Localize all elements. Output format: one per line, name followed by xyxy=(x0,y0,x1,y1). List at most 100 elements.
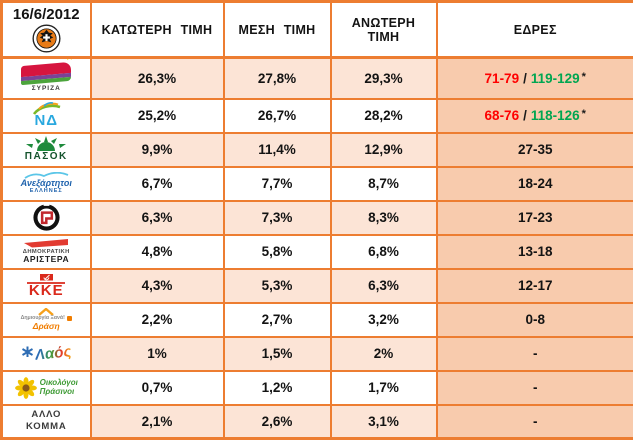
upper-value-cell: 1,7% xyxy=(331,371,437,405)
lower-value-cell: 25,2% xyxy=(91,99,224,133)
seats-cell: - xyxy=(437,337,633,371)
seats-separator: / xyxy=(519,108,531,123)
mean-value-cell: 1,5% xyxy=(224,337,331,371)
pasok-sun-icon xyxy=(23,136,69,151)
seats-footnote-asterisk: * xyxy=(580,71,586,83)
party-label: ΠΑΣΟΚ xyxy=(25,152,68,163)
pollster-emblem-icon xyxy=(32,24,61,53)
party-sublabel: Πράσινοι xyxy=(40,388,78,397)
seats-cell: 71-79/119-129* xyxy=(437,58,633,99)
lower-value-cell: 6,7% xyxy=(91,167,224,201)
upper-value-cell: 8,7% xyxy=(331,167,437,201)
col-header-upper: ΑΝΩΤΕΡΗ ΤΙΜΗ xyxy=(331,2,437,58)
table-row-kke: ΚΚΕ 4,3% 5,3% 6,3% 12-17 xyxy=(2,269,633,303)
party-sublabel: Δράση xyxy=(33,322,60,331)
party-sublabel: ΚΟΜΜΑ xyxy=(26,421,67,433)
col-header-lower: ΚΑΤΩΤΕΡΗ ΤΙΜΗ xyxy=(91,2,224,58)
lower-value-cell: 9,9% xyxy=(91,133,224,167)
party-label: Λαός xyxy=(34,344,72,363)
dimar-red-ribbon-icon xyxy=(24,239,68,248)
table-row-allo-komma: ΑΛΛΟ ΚΟΜΜΑ 2,1% 2,6% 3,1% - xyxy=(2,405,633,439)
mean-value-cell: 1,2% xyxy=(224,371,331,405)
lower-value-cell: 6,3% xyxy=(91,201,224,235)
party-logo-cell xyxy=(2,201,91,235)
table-row-nd: ΝΔ 25,2% 26,7% 28,2% 68-76/118-126* xyxy=(2,99,633,133)
seats-range-primary: 68-76 xyxy=(485,108,520,123)
lower-value-cell: 4,8% xyxy=(91,235,224,269)
party-logo-cell: Οικολόγοι Πράσινοι xyxy=(2,371,91,405)
party-logo-cell: ΚΚΕ xyxy=(2,269,91,303)
party-logo-cell: Δημιουργία Ξανά! Δράση xyxy=(2,303,91,337)
blue-star-icon xyxy=(22,346,33,358)
party-label: ΚΚΕ xyxy=(29,283,64,299)
seats-cell: 12-17 xyxy=(437,269,633,303)
upper-value-cell: 3,2% xyxy=(331,303,437,337)
lower-value-cell: 26,3% xyxy=(91,58,224,99)
table-row-laos: Λαός 1% 1,5% 2% - xyxy=(2,337,633,371)
upper-value-cell: 6,3% xyxy=(331,269,437,303)
party-logo-cell: ★ ΣΥΡΙΖΑ xyxy=(2,58,91,99)
party-sublabel: ΕΛΛΗΝΕΣ xyxy=(30,189,63,195)
col-header-mean: ΜΕΣΗ ΤΙΜΗ xyxy=(224,2,331,58)
party-logo-cell: Ανεξάρτητοι ΕΛΛΗΝΕΣ xyxy=(2,167,91,201)
party-logo-cell: ΑΛΛΟ ΚΟΜΜΑ xyxy=(2,405,91,439)
seats-cell: - xyxy=(437,405,633,439)
mean-value-cell: 2,6% xyxy=(224,405,331,439)
mean-value-cell: 11,4% xyxy=(224,133,331,167)
lower-value-cell: 2,1% xyxy=(91,405,224,439)
seats-cell: 17-23 xyxy=(437,201,633,235)
table-row-oikologoi-prasinoi: Οικολόγοι Πράσινοι 0,7% 1,2% 1,7% - xyxy=(2,371,633,405)
sunflower-icon xyxy=(15,377,37,399)
seats-cell: - xyxy=(437,371,633,405)
seats-range-secondary: 118-126 xyxy=(531,108,580,123)
mean-value-cell: 7,3% xyxy=(224,201,331,235)
col-header-seats: ΕΔΡΕΣ xyxy=(437,2,633,58)
lower-value-cell: 2,2% xyxy=(91,303,224,337)
lower-value-cell: 4,3% xyxy=(91,269,224,303)
mean-value-cell: 26,7% xyxy=(224,99,331,133)
table-row-dimiourgia-xana: Δημιουργία Ξανά! Δράση 2,2% 2,7% 3,2% 0-… xyxy=(2,303,633,337)
seats-cell: 27-35 xyxy=(437,133,633,167)
mean-value-cell: 5,8% xyxy=(224,235,331,269)
party-label: Ανεξάρτητοι xyxy=(21,179,72,188)
seats-cell: 13-18 xyxy=(437,235,633,269)
seats-cell: 68-76/118-126* xyxy=(437,99,633,133)
seats-range-primary: 71-79 xyxy=(485,71,520,86)
lower-value-cell: 1% xyxy=(91,337,224,371)
party-label: ΣΥΡΙΖΑ xyxy=(32,86,61,93)
lower-value-cell: 0,7% xyxy=(91,371,224,405)
table-row-xrysi-avgi: 6,3% 7,3% 8,3% 17-23 xyxy=(2,201,633,235)
upper-value-cell: 8,3% xyxy=(331,201,437,235)
upper-value-cell: 28,2% xyxy=(331,99,437,133)
upper-value-cell: 6,8% xyxy=(331,235,437,269)
table-row-pasok: ΠΑΣΟΚ 9,9% 11,4% 12,9% 27-35 xyxy=(2,133,633,167)
header-row: 16/6/2012 ΚΑΤΩΤΕΡΗ ΤΙΜΗ ΜΕΣΗ ΤΙΜΗ ΑΝΩΤΕΡ… xyxy=(2,2,633,58)
seats-cell: 18-24 xyxy=(437,167,633,201)
party-logo-cell: ΝΔ xyxy=(2,99,91,133)
upper-value-cell: 3,1% xyxy=(331,405,437,439)
upper-value-cell: 12,9% xyxy=(331,133,437,167)
party-logo-cell: ΔΗΜΟΚΡΑΤΙΚΗ ΑΡΙΣΤΕΡΑ xyxy=(2,235,91,269)
date-and-logo-cell: 16/6/2012 xyxy=(2,2,91,58)
mean-value-cell: 2,7% xyxy=(224,303,331,337)
syriza-flag-icon: ★ xyxy=(21,62,71,85)
party-logo-cell: ΠΑΣΟΚ xyxy=(2,133,91,167)
seats-footnote-asterisk: * xyxy=(580,108,586,120)
table-row-syriza: ★ ΣΥΡΙΖΑ 26,3% 27,8% 29,3% 71-79/119-129… xyxy=(2,58,633,99)
party-label: ΝΔ xyxy=(34,113,58,129)
seats-cell: 0-8 xyxy=(437,303,633,337)
poll-date: 16/6/2012 xyxy=(13,6,80,23)
upper-value-cell: 2% xyxy=(331,337,437,371)
star-icon: ★ xyxy=(65,58,74,64)
seats-separator: / xyxy=(519,71,531,86)
upper-value-cell: 29,3% xyxy=(331,58,437,99)
golden-dawn-wreath-meander-icon xyxy=(31,202,62,233)
table-row-anexartitoi-ellines: Ανεξάρτητοι ΕΛΛΗΝΕΣ 6,7% 7,7% 8,7% 18-24 xyxy=(2,167,633,201)
small-orange-square-icon xyxy=(67,316,72,321)
mean-value-cell: 27,8% xyxy=(224,58,331,99)
party-label: ΑΛΛΟ xyxy=(31,409,61,421)
table-row-dimokratiki-aristera: ΔΗΜΟΚΡΑΤΙΚΗ ΑΡΙΣΤΕΡΑ 4,8% 5,8% 6,8% 13-1… xyxy=(2,235,633,269)
mean-value-cell: 5,3% xyxy=(224,269,331,303)
